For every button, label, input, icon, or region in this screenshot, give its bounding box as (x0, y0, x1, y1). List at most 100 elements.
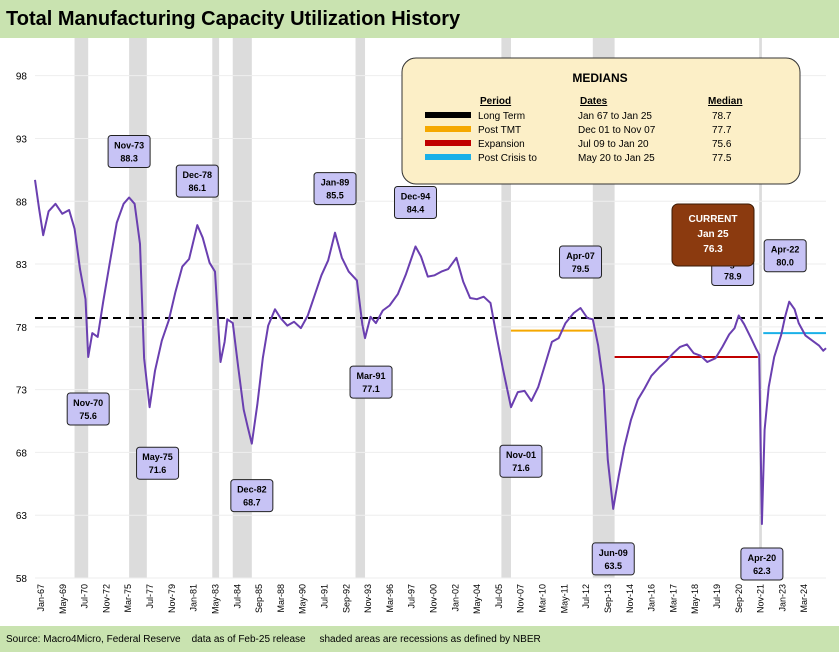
annotation-value: 86.1 (189, 183, 207, 193)
annotation-value: 79.5 (572, 264, 590, 274)
legend-dates: May 20 to Jan 25 (578, 153, 655, 164)
annotation-callout: Nov-70 75.6 (66, 392, 110, 426)
medians-title: MEDIANS (572, 71, 627, 85)
x-tick-label: Nov-14 (625, 584, 635, 613)
y-tick-label: 68 (16, 448, 28, 459)
x-tick-label: Nov-07 (516, 584, 526, 613)
x-tick-label: Jan-16 (647, 584, 657, 612)
x-tick-label: Jul-91 (319, 584, 329, 609)
annotation-value: 77.1 (362, 384, 380, 394)
x-tick-label: May-69 (58, 584, 68, 614)
legend-median: 77.7 (712, 125, 732, 136)
legend-dates: Jul 09 to Jan 20 (578, 139, 649, 150)
x-tick-label: Sep-92 (341, 584, 351, 613)
annotation-box (175, 164, 219, 198)
recession-band (212, 38, 220, 578)
legend-dates: Dec 01 to Nov 07 (578, 125, 656, 136)
annotation-date: Dec-82 (237, 485, 267, 495)
legend-period: Expansion (478, 139, 525, 150)
x-tick-label: May-90 (298, 584, 308, 614)
x-tick-label: Nov-93 (363, 584, 373, 613)
legend-median: 75.6 (712, 139, 732, 150)
annotation-date: Nov-01 (506, 450, 536, 460)
annotation-callout: Nov-73 88.3 (107, 134, 151, 168)
annotation-date: Dec-94 (401, 191, 431, 201)
y-tick-label: 98 (16, 72, 28, 83)
recession-band (129, 38, 147, 578)
annotation-value: 63.5 (604, 561, 622, 571)
recession-band (74, 38, 89, 578)
annotation-value: 71.6 (149, 465, 167, 475)
source-note: Source: Macro4Micro, Federal Reserve dat… (6, 634, 541, 645)
annotation-date: Nov-73 (114, 140, 144, 150)
x-tick-label: Jul-84 (232, 584, 242, 609)
medians-rows: Long Term Jan 67 to Jan 25 78.7 Post TMT Dec… (425, 111, 732, 164)
annotation-callout: Dec-82 68.7 (230, 479, 274, 513)
annotation-callout: Dec-78 86.1 (175, 164, 219, 198)
medians-header-period: Period (480, 96, 511, 107)
recession-band (501, 38, 511, 578)
annotation-value: 62.3 (753, 566, 771, 576)
annotation-value: 84.4 (407, 204, 425, 214)
chart-title: Total Manufacturing Capacity Utilization… (6, 8, 461, 30)
x-tick-label: Jul-97 (407, 584, 417, 609)
legend-median: 77.5 (712, 153, 732, 164)
annotation-value: 88.3 (120, 153, 138, 163)
y-tick-label: 93 (16, 134, 28, 145)
recession-band (232, 38, 252, 578)
annotation-value: 68.7 (243, 498, 261, 508)
x-tick-label: Sep-20 (734, 584, 744, 613)
x-tick-label: Mar-96 (385, 584, 395, 613)
x-tick-label: Sep-13 (603, 584, 613, 613)
legend-period: Post Crisis to (478, 153, 537, 164)
current-label: CURRENT (689, 214, 738, 225)
annotation-box (393, 185, 437, 219)
annotation-value: 75.6 (79, 411, 97, 421)
x-tick-label: May-83 (210, 584, 220, 614)
annotation-date: Dec-78 (183, 170, 213, 180)
annotation-box (136, 446, 180, 480)
legend-period: Post TMT (478, 125, 521, 136)
annotation-callout: Jun-09 63.5 (591, 542, 635, 576)
annotation-box (230, 479, 274, 513)
medians-header-median: Median (708, 96, 742, 107)
current-box: CURRENT Jan 25 76.3 (671, 203, 755, 267)
capacity-utilization-line (34, 179, 827, 525)
legend-swatch (425, 126, 471, 132)
annotation-date: Apr-22 (771, 245, 800, 255)
medians-header-dates: Dates (580, 96, 608, 107)
x-tick-label: Nov-00 (429, 584, 439, 613)
y-tick-label: 88 (16, 197, 28, 208)
x-tick-label: Nov-72 (101, 584, 111, 613)
y-tick-label: 78 (16, 323, 28, 334)
x-tick-label: May-04 (472, 584, 482, 614)
annotation-box (66, 392, 110, 426)
annotation-box (591, 542, 635, 576)
annotation-value: 85.5 (326, 191, 344, 201)
x-tick-label: Jul-05 (494, 584, 504, 609)
chart-area: 58 63 68 73 78 83 88 93 98 Jan-67 May-69 Jul-70 Nov… (0, 38, 839, 626)
legend-dates: Jan 67 to Jan 25 (578, 111, 652, 122)
x-tick-label: Mar-10 (538, 584, 548, 613)
annotation-date: Apr-20 (748, 553, 777, 563)
annotation-date: Jun-09 (599, 548, 628, 558)
x-tick-label: Sep-85 (254, 584, 264, 613)
annotation-date: Jan-89 (321, 178, 350, 188)
annotation-box (559, 245, 603, 279)
x-tick-label: Jul-12 (581, 584, 591, 609)
annotation-date: Mar-91 (357, 371, 386, 381)
annotation-value: 71.6 (512, 463, 530, 473)
legend-swatch (425, 112, 471, 118)
annotation-value: 80.0 (776, 258, 794, 268)
legend-swatch (425, 154, 471, 160)
annotation-callout: Apr-07 79.5 (559, 245, 603, 279)
annotation-value: 78.9 (724, 272, 742, 282)
x-tick-label: Jul-19 (712, 584, 722, 609)
annotation-callout: Jan-89 85.5 (313, 172, 357, 206)
annotation-box (349, 365, 393, 399)
median-lines (35, 317, 826, 358)
annotation-callout: Apr-22 80.0 (763, 239, 807, 273)
series-line (34, 179, 827, 525)
capacity-utilization-chart: 58 63 68 73 78 83 88 93 98 Jan-67 May-69 Jul-70 Nov… (16, 38, 827, 614)
annotation-date: Apr-07 (566, 251, 595, 261)
